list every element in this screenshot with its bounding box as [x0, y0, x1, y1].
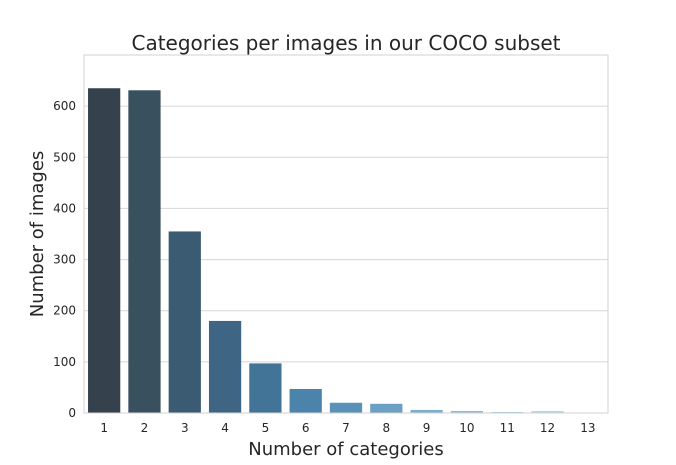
bar-category-6 — [289, 388, 322, 413]
bar-category-10 — [450, 410, 484, 413]
x-axis-ticks: 1 2 3 4 5 6 7 8 9 10 11 12 13 — [100, 421, 595, 435]
y-tick-label: 500 — [53, 150, 76, 164]
x-tick-label: 1 — [100, 421, 108, 435]
chart-title: Categories per images in our COCO subset — [131, 31, 560, 55]
bar-category-12 — [531, 410, 564, 413]
x-tick-label: 5 — [262, 421, 270, 435]
x-tick-label: 13 — [580, 421, 595, 435]
x-tick-label: 2 — [141, 421, 149, 435]
bars — [88, 88, 604, 413]
bar-category-7 — [329, 402, 363, 413]
bar-category-1 — [88, 88, 121, 413]
x-tick-label: 9 — [423, 421, 431, 435]
bar-category-5 — [249, 363, 282, 413]
y-axis-ticks: 0 100 200 300 400 500 600 — [53, 99, 76, 420]
bar-category-2 — [128, 90, 161, 413]
y-axis-label: Number of images — [27, 151, 48, 318]
bar-category-9 — [410, 409, 443, 413]
x-tick-label: 4 — [221, 421, 229, 435]
x-tick-label: 7 — [342, 421, 350, 435]
y-tick-label: 400 — [53, 201, 76, 215]
y-tick-label: 200 — [53, 304, 76, 318]
x-tick-label: 12 — [540, 421, 555, 435]
plot-area-frame — [83, 54, 609, 414]
bar-category-4 — [208, 320, 242, 413]
bar-category-11 — [491, 411, 524, 413]
bar-category-3 — [168, 231, 201, 413]
y-tick-label: 600 — [53, 99, 76, 113]
bar-category-8 — [370, 403, 403, 413]
x-tick-label: 6 — [302, 421, 310, 435]
x-axis-label: Number of categories — [248, 439, 443, 460]
y-tick-label: 300 — [53, 253, 76, 267]
x-tick-label: 11 — [500, 421, 515, 435]
x-tick-label: 3 — [181, 421, 189, 435]
x-tick-label: 10 — [459, 421, 474, 435]
x-tick-label: 8 — [382, 421, 390, 435]
y-tick-label: 100 — [53, 355, 76, 369]
y-tick-label: 0 — [68, 406, 76, 420]
